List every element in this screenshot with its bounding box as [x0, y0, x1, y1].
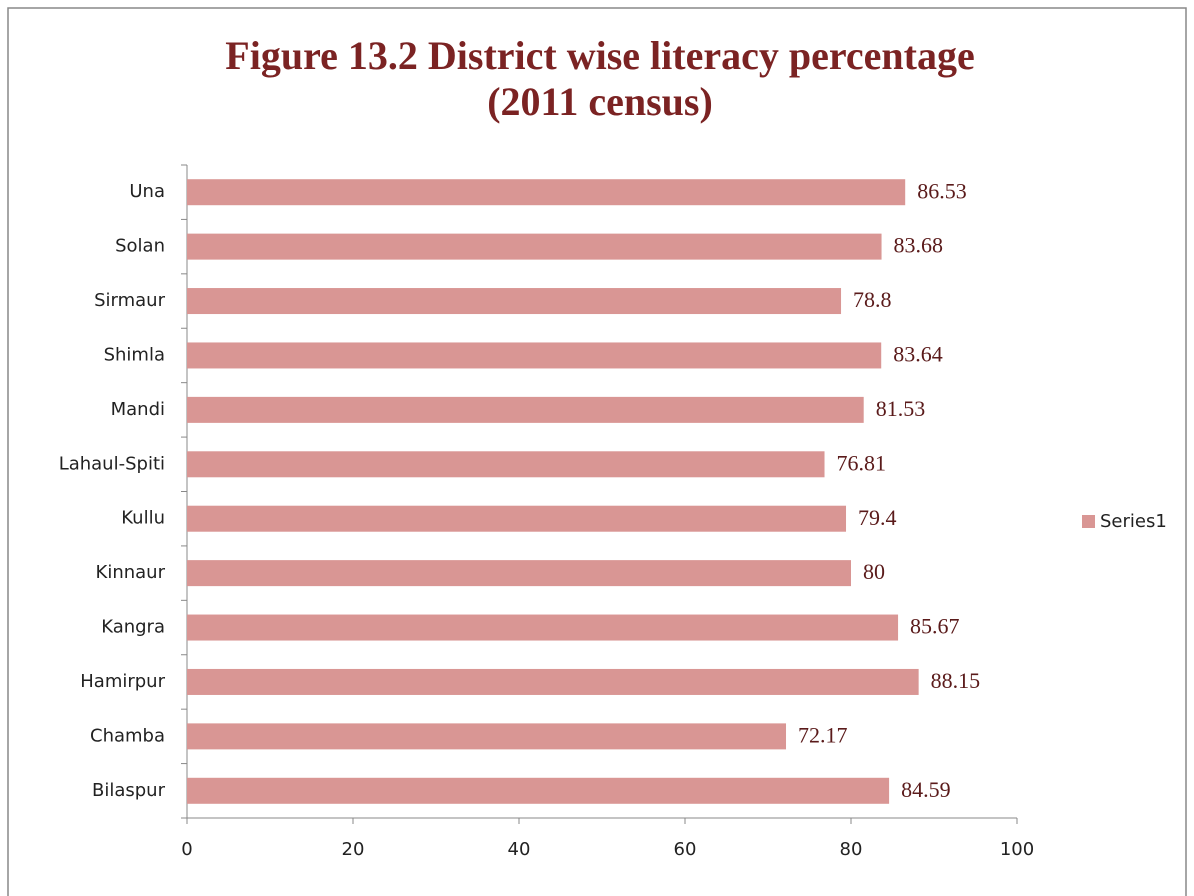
chart-title: (2011 census) [487, 79, 713, 124]
y-tick-label: Chamba [90, 725, 165, 746]
bar [187, 451, 825, 478]
data-label: 83.64 [893, 342, 943, 367]
bar [187, 179, 906, 206]
data-label: 76.81 [837, 450, 887, 475]
x-tick-label: 20 [342, 839, 365, 860]
x-tick-label: 60 [674, 839, 697, 860]
y-tick-label: Sirmaur [94, 290, 165, 311]
legend-label: Series1 [1100, 511, 1167, 532]
y-tick-label: Hamirpur [80, 671, 165, 692]
data-label: 80 [863, 559, 885, 584]
y-tick-label: Mandi [111, 399, 165, 420]
y-tick-label: Una [129, 181, 165, 202]
bar [187, 668, 919, 695]
x-tick-label: 100 [1000, 839, 1034, 860]
data-label: 86.53 [917, 178, 967, 203]
bar [187, 233, 882, 260]
y-tick-label: Solan [115, 236, 165, 257]
data-label: 78.8 [853, 287, 892, 312]
bar [187, 614, 899, 641]
x-tick-label: 0 [181, 839, 192, 860]
data-label: 84.59 [901, 777, 951, 802]
data-label: 81.53 [876, 396, 926, 421]
x-tick-label: 80 [840, 839, 863, 860]
data-label: 79.4 [858, 505, 897, 530]
y-tick-label: Bilaspur [92, 780, 166, 801]
data-label: 72.17 [798, 722, 848, 747]
y-tick-label: Kinnaur [96, 562, 166, 583]
y-tick-label: Kangra [101, 617, 165, 638]
x-tick-label: 40 [508, 839, 531, 860]
bar [187, 723, 787, 750]
bar [187, 777, 890, 804]
bar [187, 560, 851, 587]
y-tick-label: Lahaul-Spiti [59, 453, 165, 474]
data-label: 83.68 [894, 233, 944, 258]
y-tick-label: Shimla [104, 344, 165, 365]
bar [187, 396, 864, 423]
bar [187, 342, 882, 369]
legend-swatch [1082, 515, 1095, 528]
y-tick-label: Kullu [121, 508, 165, 529]
chart-title: Figure 13.2 District wise literacy perce… [225, 33, 974, 78]
bar [187, 505, 847, 532]
data-label: 85.67 [910, 614, 960, 639]
data-label: 88.15 [931, 668, 981, 693]
bar [187, 288, 842, 315]
